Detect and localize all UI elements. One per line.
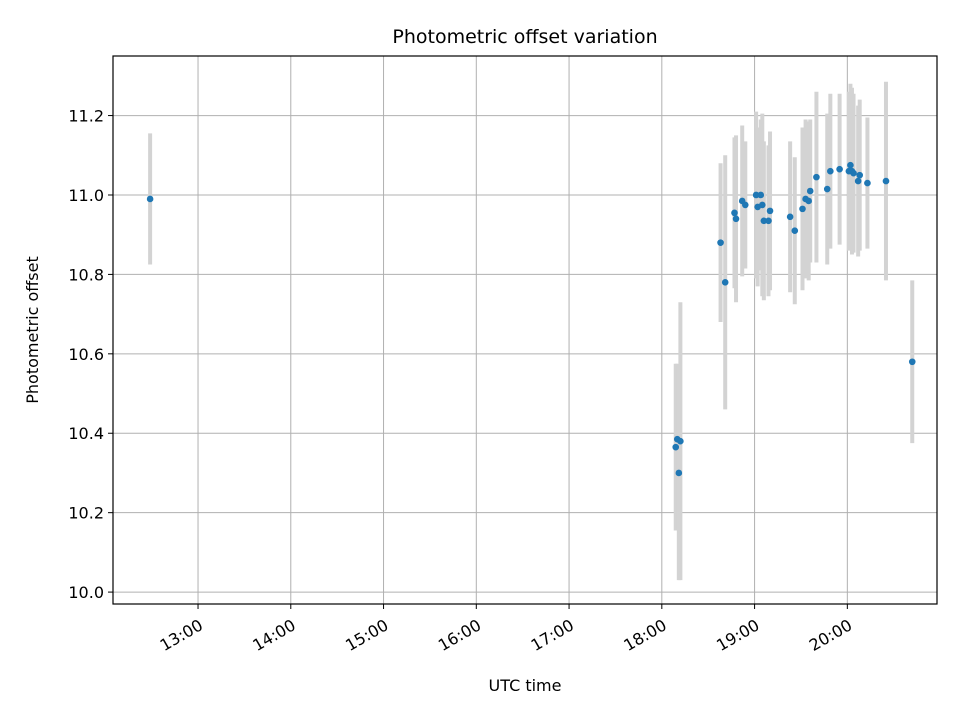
data-point	[908, 358, 916, 366]
data-point	[864, 179, 871, 187]
data-point	[847, 161, 854, 169]
data-point	[813, 173, 820, 181]
data-point	[752, 191, 760, 199]
data-point	[760, 217, 768, 225]
data-point	[757, 191, 765, 199]
data-point	[675, 469, 683, 477]
y-tick-label: 11.0	[68, 186, 104, 205]
y-tick-label: 10.4	[68, 424, 104, 443]
y-tick-label: 10.8	[68, 265, 104, 284]
data-point	[827, 167, 834, 175]
y-tick-label: 11.2	[68, 107, 104, 126]
data-point	[732, 215, 740, 223]
data-point	[806, 187, 814, 195]
data-point	[759, 201, 766, 209]
y-tick-label: 10.2	[68, 504, 104, 523]
data-point	[791, 227, 799, 235]
data-point	[742, 201, 749, 209]
data-point	[672, 443, 680, 451]
data-point	[721, 279, 729, 286]
plot-frame	[112, 55, 938, 605]
y-axis-ticks: 10.0 10.2 10.4 10.6 10.8 11.0 11.2	[68, 107, 113, 602]
data-point	[823, 185, 831, 193]
y-tick-label: 10.6	[68, 345, 104, 364]
chart-title: Photometric offset variation	[392, 26, 657, 48]
data-point	[854, 177, 862, 185]
data-points	[146, 161, 916, 477]
data-point	[836, 165, 843, 173]
data-point	[805, 197, 812, 205]
data-point	[146, 195, 154, 203]
data-point	[786, 213, 794, 221]
x-axis-label: UTC time	[489, 676, 562, 695]
data-point	[799, 205, 806, 213]
data-point	[677, 437, 684, 445]
data-point	[765, 217, 772, 225]
y-tick-label: 10.0	[68, 583, 104, 602]
data-point	[850, 169, 857, 177]
data-point	[856, 171, 864, 179]
data-point	[766, 207, 774, 215]
y-axis-label: Photometric offset	[23, 256, 42, 404]
data-point	[882, 177, 890, 185]
data-point	[717, 239, 724, 246]
data-point	[731, 209, 738, 217]
